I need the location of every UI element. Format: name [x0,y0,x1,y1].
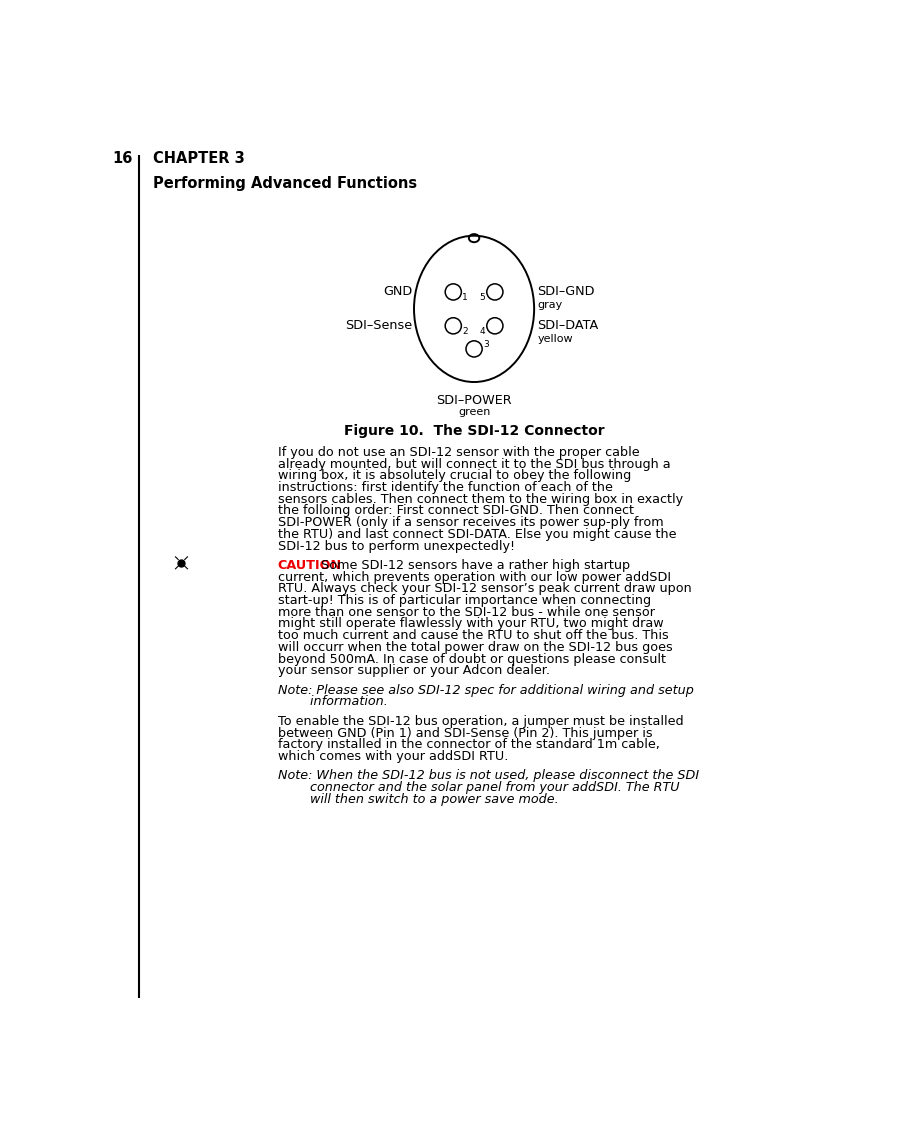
Text: start-up! This is of particular importance when connecting: start-up! This is of particular importan… [278,594,651,607]
Text: 5: 5 [479,293,485,302]
Text: will occurr when the total power draw on the SDI-12 bus goes: will occurr when the total power draw on… [278,641,672,654]
Text: Some SDI-12 sensors have a rather high startup: Some SDI-12 sensors have a rather high s… [317,559,630,572]
Text: SDI–GND: SDI–GND [537,286,595,298]
Text: RTU. Always check your SDI-12 sensor’s peak current draw upon: RTU. Always check your SDI-12 sensor’s p… [278,583,692,596]
Text: which comes with your addSDI RTU.: which comes with your addSDI RTU. [278,750,508,762]
Text: Figure 10.  The SDI-12 Connector: Figure 10. The SDI-12 Connector [344,424,604,439]
Text: between GND (Pin 1) and SDI-Sense (Pin 2). This jumper is: between GND (Pin 1) and SDI-Sense (Pin 2… [278,727,652,740]
Text: information.: information. [278,695,388,709]
Text: current, which prevents operation with our low power addSDI: current, which prevents operation with o… [278,570,671,584]
Text: 16: 16 [113,151,133,166]
Text: GND: GND [383,286,412,298]
Text: CAUTION: CAUTION [278,559,342,572]
Text: gray: gray [537,299,562,310]
Text: the RTU) and last connect SDI-DATA. Else you might cause the: the RTU) and last connect SDI-DATA. Else… [278,528,676,541]
Text: Note: Please see also SDI-12 spec for additional wiring and setup: Note: Please see also SDI-12 spec for ad… [278,684,693,697]
Text: more than one sensor to the SDI-12 bus - while one sensor: more than one sensor to the SDI-12 bus -… [278,606,654,618]
Text: already mounted, but will connect it to the SDI bus through a: already mounted, but will connect it to … [278,457,671,471]
Text: 1: 1 [462,293,468,302]
Text: your sensor supplier or your Adcon dealer.: your sensor supplier or your Adcon deale… [278,664,550,678]
Text: To enable the SDI-12 bus operation, a jumper must be installed: To enable the SDI-12 bus operation, a ju… [278,714,683,728]
Text: SDI-12 bus to perform unexpectedly!: SDI-12 bus to perform unexpectedly! [278,539,515,552]
Text: factory installed in the connector of the standard 1m cable,: factory installed in the connector of th… [278,738,660,751]
Text: Performing Advanced Functions: Performing Advanced Functions [153,176,417,191]
Text: might still operate flawlessly with your RTU, two might draw: might still operate flawlessly with your… [278,617,663,631]
Text: CHAPTER 3: CHAPTER 3 [153,151,245,166]
Text: will then switch to a power save mode.: will then switch to a power save mode. [278,793,559,806]
Text: beyond 500mA. In case of doubt or questions please consult: beyond 500mA. In case of doubt or questi… [278,653,666,665]
Text: 4: 4 [479,327,485,336]
Text: green: green [458,407,490,417]
Text: SDI–DATA: SDI–DATA [537,319,599,333]
Text: instructions: first identify the function of each of the: instructions: first identify the functio… [278,481,612,494]
Text: sensors cables. Then connect them to the wiring box in exactly: sensors cables. Then connect them to the… [278,493,682,505]
Text: SDI–Sense: SDI–Sense [346,319,412,333]
Text: wiring box, it is absolutely crucial to obey the following: wiring box, it is absolutely crucial to … [278,470,631,482]
Text: SDI–POWER: SDI–POWER [436,393,512,407]
Text: connector and the solar panel from your addSDI. The RTU: connector and the solar panel from your … [278,781,680,794]
Text: the folloing order: First connect SDI-GND. Then connect: the folloing order: First connect SDI-GN… [278,504,633,518]
Text: 3: 3 [483,341,489,349]
Text: 2: 2 [462,327,468,336]
Text: too much current and cause the RTU to shut off the bus. This: too much current and cause the RTU to sh… [278,629,669,642]
Text: Note: When the SDI-12 bus is not used, please disconnect the SDI: Note: When the SDI-12 bus is not used, p… [278,769,699,782]
Text: If you do not use an SDI-12 sensor with the proper cable: If you do not use an SDI-12 sensor with … [278,446,640,459]
Text: yellow: yellow [537,334,572,344]
Text: SDI-POWER (only if a sensor receives its power sup-ply from: SDI-POWER (only if a sensor receives its… [278,517,663,529]
